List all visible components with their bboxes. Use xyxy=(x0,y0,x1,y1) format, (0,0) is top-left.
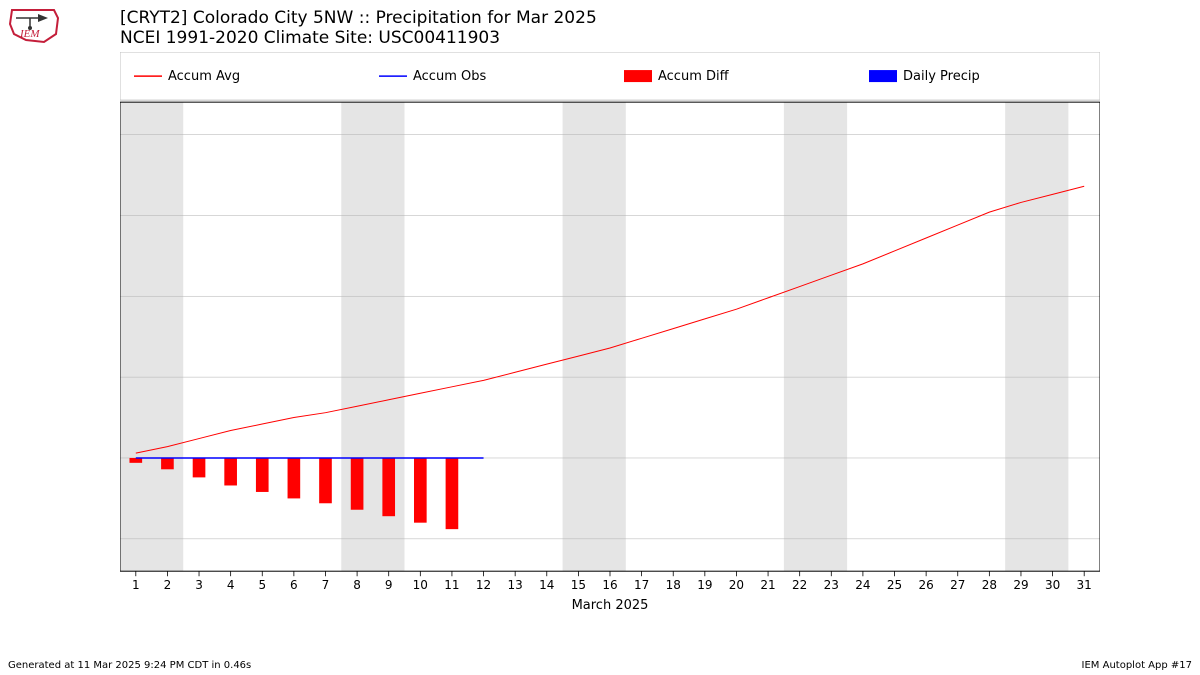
svg-text:15: 15 xyxy=(571,578,586,592)
svg-text:9: 9 xyxy=(385,578,393,592)
svg-text:7: 7 xyxy=(322,578,330,592)
svg-text:6: 6 xyxy=(290,578,298,592)
svg-text:21: 21 xyxy=(760,578,775,592)
svg-text:31: 31 xyxy=(1077,578,1092,592)
svg-text:29: 29 xyxy=(1013,578,1028,592)
footer-generated-at: Generated at 11 Mar 2025 9:24 PM CDT in … xyxy=(8,660,251,671)
svg-text:12: 12 xyxy=(476,578,491,592)
svg-text:March 2025: March 2025 xyxy=(572,598,649,613)
iem-logo: IEM xyxy=(4,4,62,44)
svg-text:19: 19 xyxy=(697,578,712,592)
svg-text:2: 2 xyxy=(164,578,172,592)
footer-app-id: IEM Autoplot App #17 xyxy=(1082,660,1192,671)
svg-text:4: 4 xyxy=(227,578,235,592)
svg-text:14: 14 xyxy=(539,578,554,592)
svg-text:Accum Avg: Accum Avg xyxy=(168,69,240,84)
svg-text:3: 3 xyxy=(195,578,203,592)
svg-text:27: 27 xyxy=(950,578,965,592)
chart-title-line2: NCEI 1991-2020 Climate Site: USC00411903 xyxy=(120,28,500,48)
svg-text:Daily Precip: Daily Precip xyxy=(903,69,980,84)
svg-text:30: 30 xyxy=(1045,578,1060,592)
svg-text:26: 26 xyxy=(918,578,933,592)
svg-text:13: 13 xyxy=(508,578,523,592)
svg-text:8: 8 xyxy=(353,578,361,592)
svg-text:23: 23 xyxy=(824,578,839,592)
svg-text:28: 28 xyxy=(982,578,997,592)
svg-text:22: 22 xyxy=(792,578,807,592)
svg-text:IEM: IEM xyxy=(19,28,40,40)
svg-text:Accum Obs: Accum Obs xyxy=(413,69,486,84)
svg-text:11: 11 xyxy=(444,578,459,592)
svg-text:18: 18 xyxy=(666,578,681,592)
svg-text:20: 20 xyxy=(729,578,744,592)
svg-text:5: 5 xyxy=(258,578,266,592)
svg-text:25: 25 xyxy=(887,578,902,592)
svg-text:10: 10 xyxy=(413,578,428,592)
svg-text:24: 24 xyxy=(855,578,870,592)
svg-text:17: 17 xyxy=(634,578,649,592)
precipitation-chart: 1234567891011121314151617181920212223242… xyxy=(120,52,1100,642)
chart-title-line1: [CRYT2] Colorado City 5NW :: Precipitati… xyxy=(120,8,597,28)
svg-text:1: 1 xyxy=(132,578,140,592)
svg-text:Accum Diff: Accum Diff xyxy=(658,69,730,84)
svg-text:16: 16 xyxy=(602,578,617,592)
